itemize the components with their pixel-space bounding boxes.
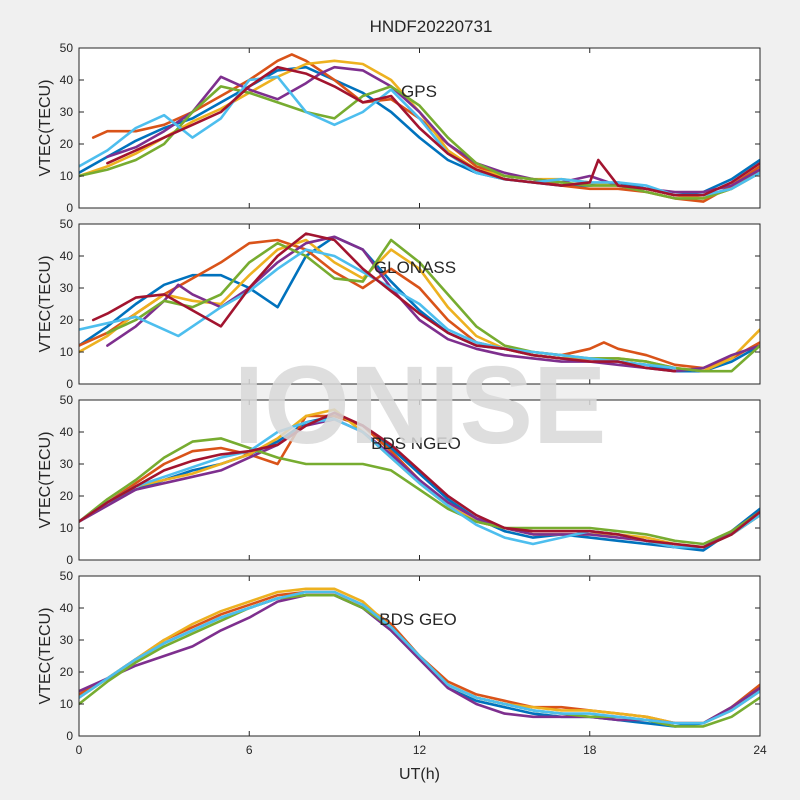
y-tick-label: 0: [66, 729, 73, 743]
x-tick-label: 12: [413, 743, 427, 757]
y-tick-label: 20: [60, 489, 74, 503]
panel-glonass: 0 10 20 30 40 50 VTEC(TECU) GLONASS: [37, 217, 761, 391]
y-tick-label: 30: [60, 457, 74, 471]
y-tick-label: 50: [60, 41, 74, 55]
series-line-2: [79, 238, 760, 370]
y-axis-label: VTEC(TECU): [37, 608, 54, 705]
x-axis-label: UT(h): [399, 766, 440, 783]
y-tick-label: 50: [60, 217, 74, 231]
y-tick-label: 0: [66, 201, 73, 215]
panel-gps: 0 10 20 30 40 50 VTEC(TECU) GPS: [37, 41, 761, 215]
series-line-5: [106, 238, 760, 373]
y-tick-label: 40: [60, 73, 74, 87]
y-axis-label: VTEC(TECU): [37, 80, 54, 177]
panel-label: BDS NGEO: [371, 434, 461, 453]
y-tick-label: 20: [60, 313, 74, 327]
series-group: [79, 587, 760, 728]
series-line-7: [91, 232, 677, 373]
y-tick-label: 0: [66, 553, 73, 567]
panel-bds-geo: 0 10 20 30 40 50 0 6 12 18 24 VTEC(TECU) BDS GEO UT(h…: [37, 569, 767, 783]
panels: 0 10 20 30 40 50 VTEC(TECU) GPS 0 10 20 30 40 50 VTEC(…: [37, 41, 767, 783]
watermark: IONISE: [234, 344, 607, 467]
panel-label: GLONASS: [374, 258, 456, 277]
y-tick-label: 10: [60, 521, 74, 535]
y-tick-label: 10: [60, 169, 74, 183]
y-tick-label: 0: [66, 377, 73, 391]
series-line-6: [79, 75, 760, 197]
y-tick-label: 40: [60, 249, 74, 263]
panel-bds-ngeo: 0 10 20 30 40 50 VTEC(TECU) BDS NGEO: [37, 393, 761, 567]
series-line-5: [79, 437, 760, 546]
x-tick-label: 24: [753, 743, 767, 757]
y-axis-label: VTEC(TECU): [37, 256, 54, 353]
series-group: [79, 232, 760, 373]
y-tick-label: 20: [60, 665, 74, 679]
series-group: [79, 408, 760, 552]
panel-label: BDS GEO: [379, 610, 456, 629]
y-tick-label: 40: [60, 601, 74, 615]
y-tick-label: 10: [60, 345, 74, 359]
series-line-7: [79, 411, 760, 549]
series-group: [79, 53, 760, 203]
x-tick-label: 0: [76, 743, 83, 757]
x-tick-label: 18: [583, 743, 597, 757]
series-line-7: [106, 65, 760, 197]
series-line-6: [79, 590, 760, 725]
y-tick-label: 50: [60, 569, 74, 583]
panel-label: GPS: [401, 82, 437, 101]
figure-title: HNDF20220731: [370, 17, 493, 36]
x-tick-label: 6: [246, 743, 253, 757]
y-tick-label: 10: [60, 697, 74, 711]
y-tick-label: 30: [60, 105, 74, 119]
series-line-1: [79, 414, 760, 552]
y-tick-label: 30: [60, 281, 74, 295]
y-tick-label: 40: [60, 425, 74, 439]
series-line-6: [79, 248, 677, 370]
y-tick-label: 20: [60, 137, 74, 151]
y-tick-label: 30: [60, 633, 74, 647]
y-tick-label: 50: [60, 393, 74, 407]
y-axis-label: VTEC(TECU): [37, 432, 54, 529]
series-line-5: [79, 85, 760, 200]
